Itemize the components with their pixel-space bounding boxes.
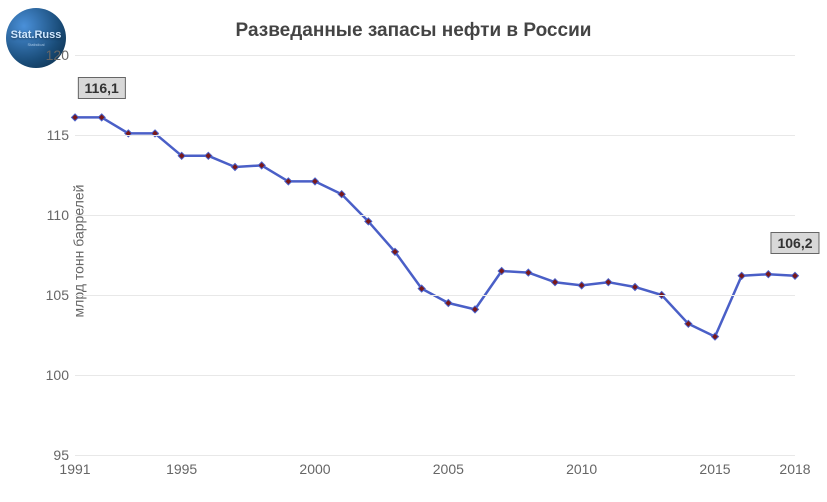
x-tick-label: 2010 — [566, 461, 597, 477]
data-marker — [552, 279, 559, 286]
data-line — [75, 117, 795, 336]
y-tick-label: 120 — [46, 47, 69, 63]
data-marker — [792, 272, 799, 279]
gridline — [75, 295, 795, 296]
gridline — [75, 375, 795, 376]
x-tick-label: 2018 — [779, 461, 810, 477]
logo-subtitle: Statistical — [27, 43, 44, 47]
chart-svg — [75, 55, 795, 455]
data-marker — [72, 114, 79, 121]
data-marker — [765, 271, 772, 278]
data-marker — [738, 272, 745, 279]
y-tick-label: 100 — [46, 367, 69, 383]
y-tick-label: 105 — [46, 287, 69, 303]
gridline — [75, 135, 795, 136]
x-tick-label: 2005 — [433, 461, 464, 477]
x-tick-label: 2015 — [699, 461, 730, 477]
gridline — [75, 455, 795, 456]
plot-area: 9510010511011512019911995200020052010201… — [75, 55, 795, 455]
chart-title: Разведанные запасы нефти в России — [0, 20, 827, 42]
y-tick-label: 110 — [47, 207, 69, 223]
data-marker — [525, 269, 532, 276]
data-marker — [205, 152, 212, 159]
data-callout: 106,2 — [770, 232, 819, 254]
data-marker — [232, 164, 239, 171]
data-marker — [632, 284, 639, 291]
x-tick-label: 2000 — [299, 461, 330, 477]
data-callout: 116,1 — [78, 77, 126, 99]
data-marker — [578, 282, 585, 289]
x-tick-label: 1991 — [59, 461, 90, 477]
gridline — [75, 55, 795, 56]
y-tick-label: 115 — [47, 127, 69, 143]
gridline — [75, 215, 795, 216]
data-marker — [605, 279, 612, 286]
x-tick-label: 1995 — [166, 461, 197, 477]
